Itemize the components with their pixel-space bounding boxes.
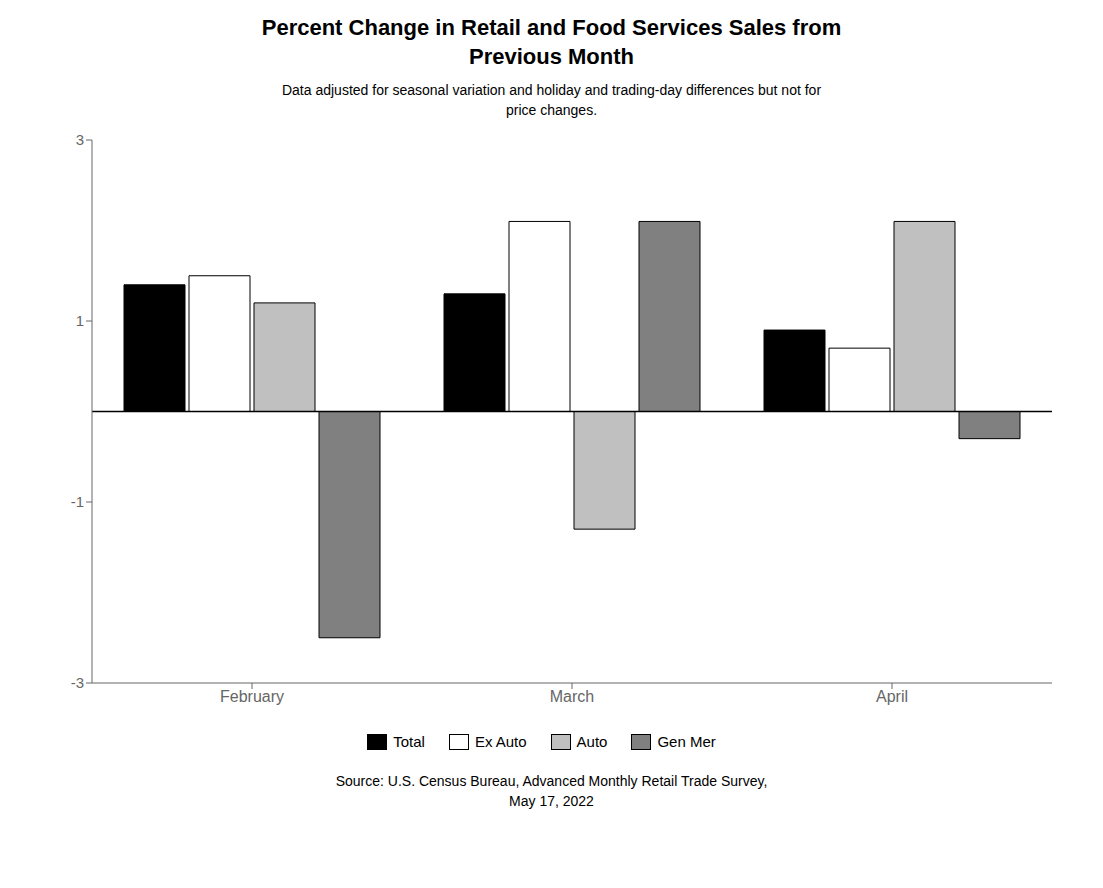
svg-text:February: February	[219, 689, 283, 706]
svg-text:1: 1	[75, 313, 83, 330]
html-text:Total: Total	[393, 733, 425, 751]
html-text:Source: U.S. Census Bureau, Ad: Source: U.S. Census Bureau, Advanced Mon…	[335, 773, 768, 809]
svg-text:-1: -1	[70, 494, 83, 511]
svg-text:-3: -3	[70, 675, 83, 692]
html-text:Ex Auto: Ex Auto	[474, 733, 527, 751]
html-text:Gen Mer: Gen Mer	[657, 733, 716, 751]
html-text:Data adjusted for seasonal var: Data adjusted for seasonal variation and…	[282, 82, 821, 118]
svg-text:March: March	[549, 689, 593, 706]
svg-text:3: 3	[75, 132, 83, 149]
svg-text:April: April	[875, 689, 907, 706]
html-text:Percent Change in Retail and F: Percent Change in Retail and Food Servic…	[261, 15, 842, 69]
html-text:Auto: Auto	[576, 733, 608, 751]
